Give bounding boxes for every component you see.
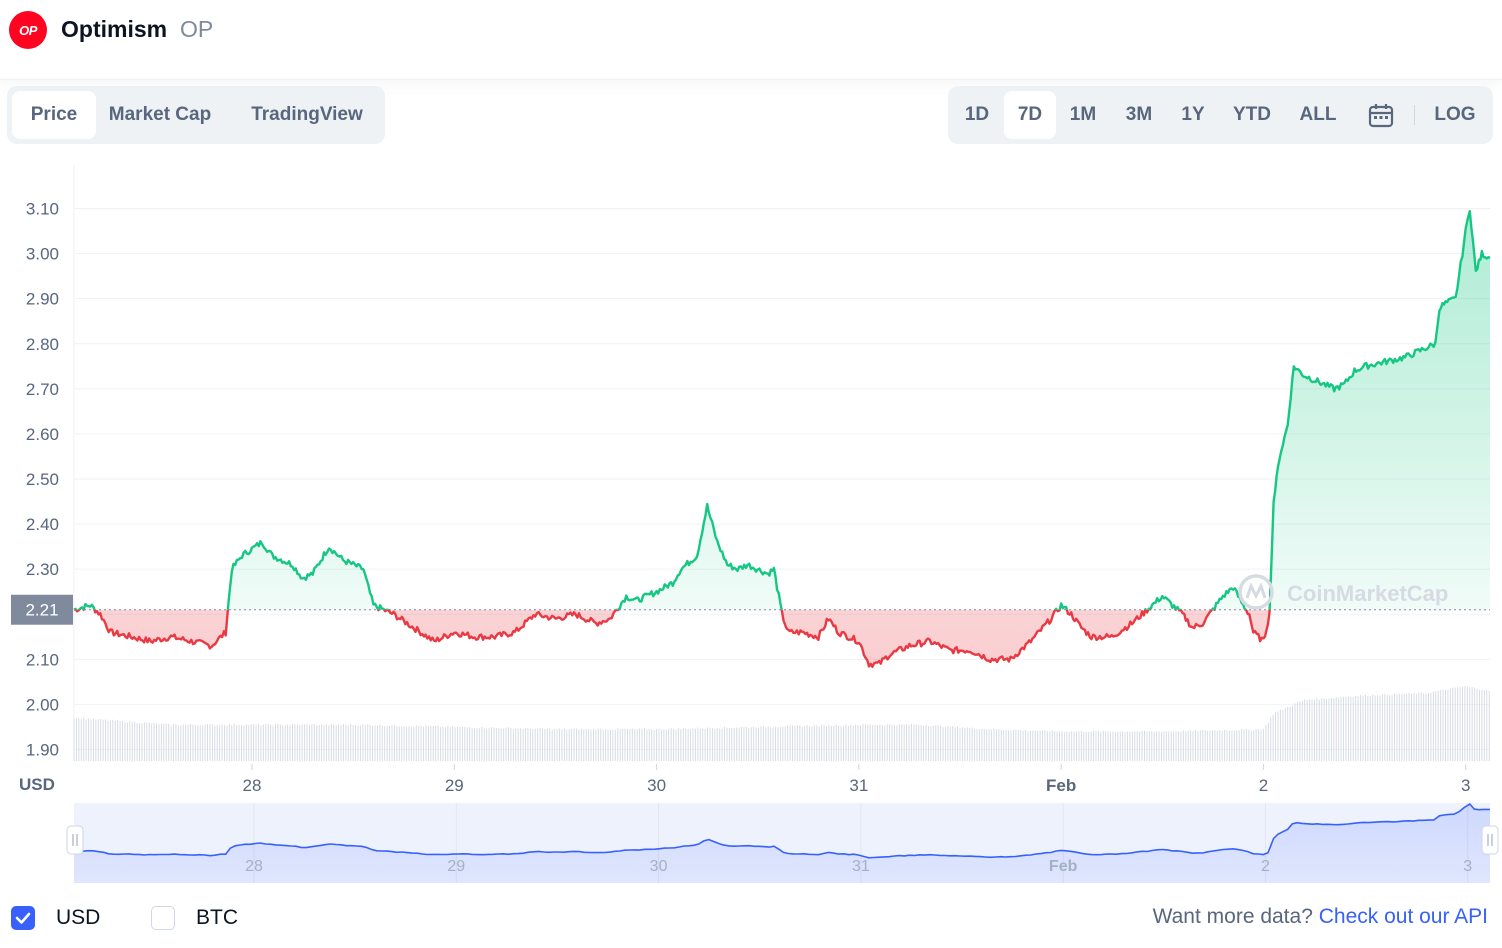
- y-tick-label: 3.10: [26, 200, 59, 219]
- y-tick-label: 2.80: [26, 335, 59, 354]
- api-promo: Want more data? Check out our API: [1153, 905, 1488, 929]
- y-tick-label: 2.00: [26, 695, 59, 714]
- price-line-down: [73, 609, 1271, 668]
- y-tick-label: 2.40: [26, 515, 59, 534]
- price-area: [74, 211, 1490, 667]
- navigator-area: [74, 804, 1490, 883]
- price-line-up: [73, 210, 1491, 610]
- usd-label: USD: [56, 906, 101, 929]
- coin-name: Optimism: [61, 16, 168, 42]
- navigator-tick-label: Feb: [1049, 858, 1078, 875]
- tab-market-cap[interactable]: Market Cap: [108, 104, 212, 125]
- navigator-tick-label: 31: [852, 858, 870, 875]
- baseline-price-label: 2.21: [25, 601, 58, 620]
- usd-checkbox[interactable]: [11, 906, 35, 930]
- y-tick-label: 2.60: [26, 425, 59, 444]
- log-scale-toggle[interactable]: LOG: [1434, 104, 1476, 125]
- currency-axis-label: USD: [19, 775, 55, 794]
- range-divider: [1414, 105, 1415, 125]
- navigator-tick-label: 28: [245, 858, 263, 875]
- y-tick-label: 2.10: [26, 650, 59, 669]
- range-3m-button[interactable]: 3M: [1125, 104, 1153, 125]
- y-tick-label: 3.00: [26, 245, 59, 264]
- navigator-line: [73, 802, 1491, 859]
- navigator-tick-label: 29: [447, 858, 465, 875]
- x-tick-label: 29: [445, 776, 464, 795]
- calendar-icon[interactable]: [1368, 103, 1394, 128]
- x-tick-label: 31: [849, 776, 868, 795]
- range-all-button[interactable]: ALL: [1299, 104, 1337, 125]
- navigator-labels: 28 29 30 31 Feb 2 3: [245, 858, 1472, 875]
- x-tick-label: Feb: [1046, 776, 1076, 795]
- checkmark-icon: [15, 912, 31, 924]
- coin-header: OP Optimism OP: [0, 0, 1502, 80]
- range-navigator[interactable]: 28 29 30 31 Feb 2 3: [66, 802, 1499, 883]
- baseline-price-tag: 2.21: [11, 594, 73, 625]
- navigator-tick-label: 2: [1261, 858, 1270, 875]
- y-tick-label: 2.50: [26, 470, 59, 489]
- tab-tradingview[interactable]: TradingView: [251, 104, 363, 125]
- api-link[interactable]: Check out our API: [1318, 905, 1488, 928]
- watermark-text: CoinMarketCap: [1287, 581, 1448, 606]
- tab-price[interactable]: Price: [12, 91, 96, 139]
- range-1m-button[interactable]: 1M: [1069, 104, 1097, 125]
- navigator-tick-label: 30: [650, 858, 668, 875]
- x-tick-label: 3: [1461, 776, 1470, 795]
- range-1d-button[interactable]: 1D: [964, 104, 990, 125]
- price-line: [73, 210, 1491, 668]
- volume-bars: [73, 686, 1490, 761]
- navigator-right-handle[interactable]: [1481, 825, 1499, 855]
- x-tick-label: 28: [243, 776, 262, 795]
- y-axis: 1.90 2.00 2.10 2.30 2.40 2.50 2.60 2.70 2.80 2.90…: [26, 200, 59, 760]
- coin-symbol: OP: [180, 16, 214, 42]
- range-7d-button[interactable]: 7D: [1004, 91, 1056, 139]
- x-tick-label: 30: [647, 776, 666, 795]
- y-tick-label: 2.70: [26, 380, 59, 399]
- btc-checkbox[interactable]: [151, 906, 175, 930]
- optimism-logo-icon: OP: [9, 11, 47, 49]
- coinmarketcap-watermark: CoinMarketCap: [1238, 574, 1448, 610]
- navigator-tick-label: 3: [1463, 858, 1472, 875]
- btc-label: BTC: [196, 906, 238, 929]
- y-tick-label: 1.90: [26, 740, 59, 759]
- area-above-baseline: [74, 211, 1490, 610]
- range-1y-button[interactable]: 1Y: [1181, 104, 1205, 125]
- range-ytd-button[interactable]: YTD: [1233, 104, 1271, 125]
- area-below-baseline: [74, 609, 1270, 667]
- chart-type-tabs: Price Market Cap TradingView: [7, 86, 385, 144]
- api-prompt: Want more data?: [1152, 905, 1313, 928]
- price-chart[interactable]: 1.90 2.00 2.10 2.30 2.40 2.50 2.60 2.70 2.80 2.90…: [0, 150, 1502, 895]
- x-axis: 28 29 30 31 Feb 2 3: [243, 764, 1470, 795]
- y-tick-label: 2.30: [26, 560, 59, 579]
- time-range-selector: 1D 7D 1M 3M 1Y YTD ALL LOG: [948, 86, 1493, 144]
- x-tick-label: 2: [1259, 776, 1268, 795]
- y-tick-label: 2.90: [26, 290, 59, 309]
- navigator-left-handle[interactable]: [66, 825, 84, 855]
